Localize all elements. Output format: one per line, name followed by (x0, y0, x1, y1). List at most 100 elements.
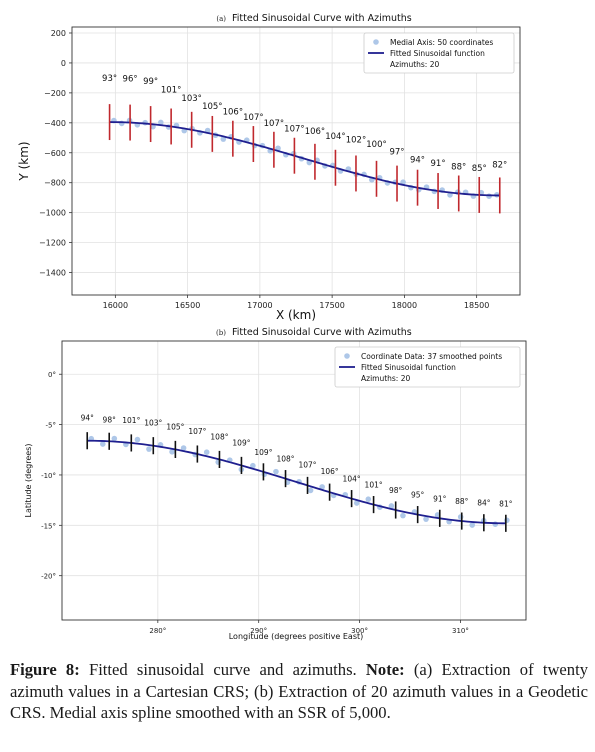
azimuth-label: 103° (181, 94, 201, 104)
y-tick-label: -15° (41, 522, 56, 530)
y-tick-label: -10° (41, 472, 56, 480)
caption-text: Fitted sinusoidal curve and azimuths. (79, 660, 366, 679)
x-tick-label: 300° (351, 627, 368, 635)
y-tick-label: −1200 (39, 239, 66, 248)
azimuth-label: 94° (410, 156, 425, 166)
fitted-curve (109, 121, 500, 197)
legend-entry-curve: Fitted Sinusoidal function (390, 49, 485, 58)
x-axis-label: X (km) (276, 308, 316, 322)
y-tick-label: 0 (61, 59, 66, 68)
legend-entry-points: Medial Axis: 50 coordinates (390, 38, 493, 47)
y-tick-label: 0° (48, 371, 56, 379)
figure-caption: Figure 8: Fitted sinusoidal curve and az… (10, 659, 588, 724)
azimuth-label: 105° (166, 422, 184, 431)
azimuth-label: 106° (305, 127, 325, 137)
azimuth-label: 91° (433, 494, 447, 503)
y-tick-label: −200 (44, 89, 66, 98)
medial-axis-point (365, 496, 372, 502)
y-tick-label: −400 (44, 119, 66, 128)
azimuth-label: 88° (451, 162, 466, 172)
azimuth-label: 101° (122, 416, 140, 425)
y-axis-label: Latitude (degrees) (24, 444, 33, 518)
legend-point-swatch (344, 353, 350, 359)
medial-axis-point (180, 445, 187, 451)
y-tick-label: −800 (44, 179, 66, 188)
azimuth-label: 81° (499, 499, 513, 508)
azimuth-label: 109° (232, 438, 250, 447)
azimuth-label: 93° (102, 74, 117, 84)
azimuth-label: 106° (321, 467, 339, 476)
azimuth-label: 104° (343, 475, 361, 484)
legend-entry-azimuths: Azimuths: 20 (390, 60, 439, 69)
azimuth-label: 99° (143, 77, 158, 87)
y-tick-label: −1400 (39, 269, 66, 278)
medial-axis-point (134, 436, 141, 443)
caption-label: Figure 8: (10, 660, 80, 679)
medial-axis-point (400, 179, 406, 185)
x-tick-label: 18000 (392, 301, 417, 310)
medial-axis-point (423, 516, 429, 522)
medial-axis-point (99, 441, 106, 447)
medial-axis-point (111, 435, 118, 442)
y-axis-label: Y (km) (17, 141, 31, 181)
azimuth-label: 98° (389, 486, 403, 495)
azimuth-label: 94° (81, 414, 95, 423)
legend-entry-points: Coordinate Data: 37 smoothed points (361, 352, 502, 361)
azimuth-label: 95° (411, 491, 425, 500)
azimuth-label: 100° (366, 140, 386, 150)
medial-axis-point (169, 449, 175, 455)
x-tick-label: 290° (250, 627, 267, 635)
x-tick-label: 17000 (247, 301, 272, 310)
azimuth-label: 103° (144, 419, 162, 428)
azimuth-label: 104° (325, 132, 345, 142)
medial-axis-point (457, 514, 464, 520)
azimuth-label: 84° (477, 499, 491, 508)
azimuth-label: 107° (243, 113, 263, 123)
panel-label: (a) (216, 15, 226, 23)
medial-axis-point (250, 462, 256, 469)
y-tick-label: 200 (51, 29, 66, 38)
azimuth-label: 107° (264, 119, 284, 129)
legend-point-swatch (373, 39, 379, 45)
azimuth-label: 97° (389, 148, 404, 158)
x-axis-label: Longitude (degrees positive East) (229, 632, 364, 641)
figure-canvas: 16000 16500 17000 17500 18000 18500 200 0 −200 −4… (17, 13, 527, 641)
azimuth-label: 96° (123, 75, 138, 85)
y-tick-label: −1000 (39, 209, 66, 218)
plot-frame (61, 340, 527, 621)
legend-entry-curve: Fitted Sinusoidal function (361, 363, 456, 372)
legend-entry-azimuths: Azimuths: 20 (361, 374, 410, 383)
azimuth-label: 101° (161, 85, 181, 95)
chart-panel-b: 280° 290° 300° 310° 0° -5° -10° -15° -20° Longitu… (24, 327, 527, 641)
x-tick-label: 16500 (175, 301, 200, 310)
medial-axis-point (504, 517, 510, 524)
azimuth-label: 105° (202, 102, 222, 112)
medial-axis-point (158, 119, 164, 126)
fitted-curve (87, 439, 506, 525)
x-tick-label: 310° (452, 627, 469, 635)
y-tick-label: -20° (41, 573, 56, 581)
azimuth-label: 85° (472, 164, 487, 174)
azimuth-label: 108° (210, 432, 228, 441)
legend: Medial Axis: 50 coordinates Fitted Sinuso… (363, 32, 515, 74)
medial-axis-point (319, 484, 325, 490)
x-tick-label: 17500 (319, 301, 344, 310)
medial-axis-point (353, 500, 360, 506)
azimuth-label: 107° (298, 460, 316, 469)
medial-axis-point (273, 468, 279, 475)
plot-frame (71, 26, 521, 296)
medial-axis-point (203, 449, 210, 456)
medial-axis-point (388, 503, 395, 509)
legend-box (334, 346, 521, 388)
medial-axis-point (146, 446, 152, 452)
azimuth-label: 98° (103, 415, 117, 424)
azimuth-label: 102° (346, 135, 366, 145)
azimuth-label: 107° (284, 125, 304, 135)
azimuth-label: 109° (254, 448, 272, 457)
legend: Coordinate Data: 37 smoothed points Fitte… (334, 346, 521, 388)
chart-panel-a: 16000 16500 17000 17500 18000 18500 200 0 −200 −4… (17, 13, 521, 322)
azimuth-label: 106° (223, 108, 243, 118)
x-tick-label: 280° (149, 627, 166, 635)
medial-axis-point (469, 522, 476, 528)
caption-note-label: Note: (365, 660, 405, 679)
